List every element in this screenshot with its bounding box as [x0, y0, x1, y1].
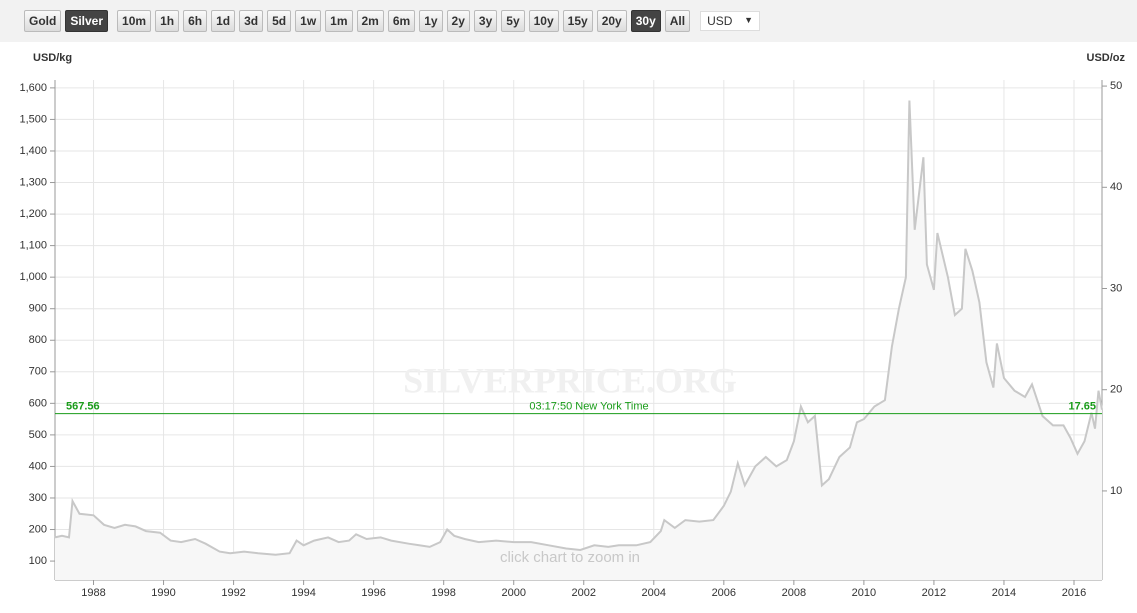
- y2-tick-label: 50: [1110, 80, 1122, 92]
- y-tick-label: 700: [29, 366, 47, 378]
- x-tick-label: 2016: [1062, 587, 1086, 599]
- range-button[interactable]: 30y: [630, 10, 661, 32]
- current-price-oz: 17.65: [1068, 400, 1096, 412]
- range-button[interactable]: 15y: [562, 10, 593, 32]
- range-button[interactable]: 10m: [117, 10, 152, 32]
- chart: 100 200 300 400 500 600 700 800 900 1,000 1,100 1,2…: [19, 52, 1126, 599]
- currency-select[interactable]: USD: [700, 11, 761, 31]
- y2-tick-label: 20: [1110, 384, 1122, 396]
- range-button[interactable]: All: [664, 10, 691, 32]
- range-button[interactable]: 6m: [387, 10, 416, 32]
- y2-axis-title: USD/oz: [1087, 52, 1126, 64]
- y-tick-label: 900: [29, 303, 47, 315]
- range-button[interactable]: 6h: [183, 10, 208, 32]
- area: [55, 100, 1102, 580]
- y-tick-label: 800: [29, 334, 47, 346]
- x-tick-label: 2008: [782, 587, 806, 599]
- watermark: SILVERPRICE.ORG: [403, 360, 737, 400]
- x-tick-label: 2002: [572, 587, 596, 599]
- price-line: [54, 100, 1103, 556]
- y-axis-title: USD/kg: [33, 52, 72, 64]
- y-tick-label: 600: [29, 397, 47, 409]
- y-tick-label: 200: [29, 523, 47, 535]
- x-tick-label: 1988: [81, 587, 105, 599]
- y-tick-label: 1,300: [19, 176, 47, 188]
- range-button[interactable]: 2m: [356, 10, 384, 32]
- y-tick-label: 1,500: [19, 113, 47, 125]
- range-button[interactable]: 1y: [419, 10, 443, 32]
- x-tick-label: 2010: [852, 587, 876, 599]
- range-button[interactable]: 1w: [295, 10, 322, 32]
- x-tick-label: 2012: [922, 587, 946, 599]
- y2-tick-label: 30: [1110, 282, 1122, 294]
- x-tick-label: 1994: [291, 587, 315, 599]
- y-tick-label: 1,000: [19, 271, 47, 283]
- range-button[interactable]: Silver: [65, 10, 109, 32]
- x-tick-label: 2000: [501, 587, 525, 599]
- y-tick-label: 1,400: [19, 145, 47, 157]
- range-button[interactable]: 5y: [501, 10, 525, 32]
- zoom-hint: click chart to zoom in: [500, 549, 640, 566]
- x-tick-label: 1992: [221, 587, 245, 599]
- current-time: 03:17:50 New York Time: [529, 400, 648, 412]
- range-button[interactable]: 1d: [211, 10, 236, 32]
- range-button[interactable]: 3y: [473, 10, 498, 32]
- y2-tick-label: 10: [1110, 485, 1122, 497]
- range-button[interactable]: 5d: [267, 10, 292, 32]
- y-tick-label: 100: [29, 555, 47, 567]
- x-tick-label: 1990: [151, 587, 175, 599]
- range-button[interactable]: 1m: [325, 10, 353, 32]
- y-tick-label: 1,200: [19, 208, 47, 220]
- x-tick-label: 2006: [712, 587, 736, 599]
- x-tick-label: 2014: [992, 587, 1016, 599]
- y-tick-label: 1,600: [19, 82, 47, 94]
- range-button[interactable]: 20y: [596, 10, 627, 32]
- current-price-kg: 567.56: [66, 400, 100, 412]
- x-tick-label: 1996: [361, 587, 385, 599]
- range-button[interactable]: 1h: [155, 10, 180, 32]
- x-tick-label: 1998: [431, 587, 455, 599]
- range-button[interactable]: 3d: [239, 10, 264, 32]
- range-button[interactable]: 2y: [446, 10, 470, 32]
- y-tick-label: 1,100: [19, 240, 47, 252]
- toolbar: Gold Silver 10m 1h 6h 1d 3d 5d 1w 1m 2m 6m 1y 2y 3y 5y 1…: [0, 0, 1137, 42]
- y-tick-label: 400: [29, 460, 47, 472]
- range-button[interactable]: Gold: [24, 10, 62, 32]
- y-tick-label: 500: [29, 429, 47, 441]
- y2-tick-label: 40: [1110, 181, 1122, 193]
- y-tick-label: 300: [29, 492, 47, 504]
- x-tick-label: 2004: [642, 587, 666, 599]
- range-button[interactable]: 10y: [528, 10, 559, 32]
